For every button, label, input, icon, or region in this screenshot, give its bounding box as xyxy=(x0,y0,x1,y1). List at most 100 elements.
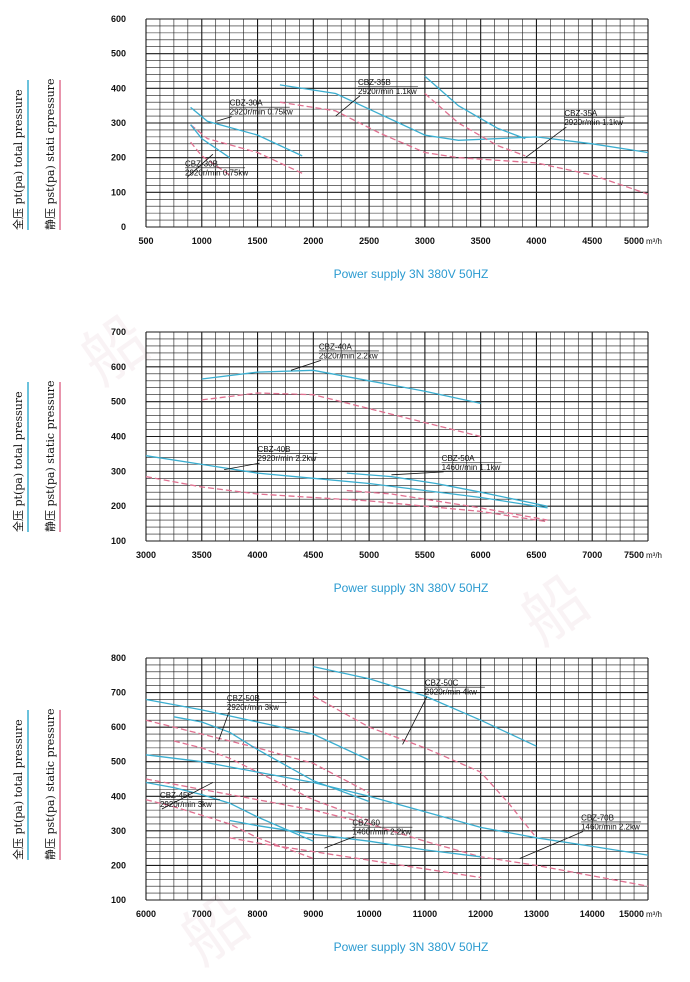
x-tick-label: 14000 xyxy=(580,909,605,919)
label-leader-line xyxy=(402,696,428,745)
model-spec-label: 2920r/min 3kw xyxy=(160,800,212,809)
model-name-label: CBZ-70B xyxy=(581,813,614,822)
y-tick-label: 600 xyxy=(111,362,126,372)
legend-static-pressure: 静压 pst(pa) stati cpressure xyxy=(43,79,57,230)
grid xyxy=(145,18,649,228)
power-supply-caption: Power supply 3N 380V 50HZ xyxy=(334,267,489,281)
y-tick-label: 700 xyxy=(111,688,126,698)
y-tick-label: 400 xyxy=(111,791,126,801)
label-leader-line xyxy=(224,462,260,470)
x-tick-label: 6500 xyxy=(526,550,546,560)
static-pressure-curve xyxy=(145,799,314,860)
model-spec-label: 2920r/min 0.75kw xyxy=(230,108,293,117)
x-tick-label: 3000 xyxy=(415,236,435,246)
legend-total-pressure: 全压 pt(pa) total pressure xyxy=(11,391,25,532)
x-tick-label: 2500 xyxy=(359,236,379,246)
x-tick-label: 3500 xyxy=(192,550,212,560)
model-name-label: CBZ-35A xyxy=(564,109,598,118)
model-spec-label: 2920r/min 3kw xyxy=(227,703,279,712)
model-name-label: CBZ-40A xyxy=(319,342,353,351)
model-name-label: CBZ-45C xyxy=(160,791,194,800)
label-leader-line xyxy=(324,836,355,849)
label-leader-line xyxy=(218,712,230,742)
x-unit-label: m³/h xyxy=(646,237,662,246)
x-tick-label: 1500 xyxy=(248,236,268,246)
x-tick-label: 11000 xyxy=(413,909,438,919)
label-leader-line xyxy=(335,95,361,117)
static-pressure-curve xyxy=(173,740,370,822)
model-spec-label: 2920r/min 0.75kw xyxy=(185,168,248,177)
static-pressure-curve xyxy=(312,695,537,839)
x-tick-label: 4000 xyxy=(248,550,268,560)
total-pressure-curve xyxy=(145,781,314,842)
label-leader-line xyxy=(290,360,322,371)
total-pressure-curve xyxy=(229,819,481,858)
y-tick-label: 400 xyxy=(111,432,126,442)
model-name-label: CBZ-35B xyxy=(358,78,391,87)
y-tick-label: 100 xyxy=(111,536,126,546)
y-tick-label: 100 xyxy=(111,895,126,905)
label-leader-line xyxy=(391,471,444,476)
x-tick-label: 2000 xyxy=(303,236,323,246)
static-pressure-curve xyxy=(424,93,526,157)
static-pressure-curve xyxy=(145,475,548,523)
model-name-label: CBZ-60 xyxy=(352,819,380,828)
total-pressure-curve xyxy=(313,665,537,747)
x-tick-label: 4500 xyxy=(303,550,323,560)
x-tick-label: 8000 xyxy=(248,909,268,919)
legend-total-pressure: 全压 pt(pa) total pressure xyxy=(11,719,25,860)
y-tick-label: 100 xyxy=(111,187,126,197)
model-name-label: CBZ-50C xyxy=(425,679,459,688)
total-pressure-curve xyxy=(145,754,649,856)
legend-static-pressure: 静压 pst(pa) static pressure xyxy=(43,381,57,532)
y-tick-label: 400 xyxy=(111,83,126,93)
y-tick-label: 0 xyxy=(121,222,126,232)
x-tick-label: 7500 xyxy=(624,550,644,560)
model-spec-label: 2920r/min 1.1kw xyxy=(358,87,417,96)
x-unit-label: m³/h xyxy=(646,910,662,919)
model-spec-label: 2920r/min 2.2kw xyxy=(258,454,317,463)
y-tick-label: 800 xyxy=(111,653,126,663)
label-leader-line xyxy=(186,153,214,178)
y-tick-label: 700 xyxy=(111,327,126,337)
x-tick-label: 5000 xyxy=(624,236,644,246)
x-tick-label: 13000 xyxy=(524,909,549,919)
x-tick-label: 12000 xyxy=(468,909,493,919)
y-tick-label: 300 xyxy=(111,826,126,836)
y-tick-label: 300 xyxy=(111,118,126,128)
model-name-label: CBZ-50B xyxy=(227,694,260,703)
x-tick-label: 5500 xyxy=(415,550,435,560)
static-pressure-curve xyxy=(145,778,649,887)
total-pressure-curve xyxy=(279,84,649,154)
static-pressure-curve xyxy=(145,719,370,794)
model-spec-label: 1460r/min 2.2kw xyxy=(352,828,411,837)
label-leader-line xyxy=(161,782,214,810)
model-name-label: CBZ-30B xyxy=(185,159,218,168)
y-tick-label: 500 xyxy=(111,49,126,59)
x-tick-label: 1000 xyxy=(192,236,212,246)
model-name-label: CBZ-50A xyxy=(442,454,476,463)
x-tick-label: 10000 xyxy=(357,909,382,919)
legend-total-pressure: 全压 pt(pa) total pressure xyxy=(11,89,25,230)
y-tick-label: 200 xyxy=(111,860,126,870)
power-supply-caption: Power supply 3N 380V 50HZ xyxy=(334,581,489,595)
power-supply-caption: Power supply 3N 380V 50HZ xyxy=(334,940,489,954)
x-tick-label: 3000 xyxy=(136,550,156,560)
static-pressure-curve xyxy=(279,101,649,195)
total-pressure-curve xyxy=(190,106,303,157)
x-tick-label: 4000 xyxy=(526,236,546,246)
total-pressure-curve xyxy=(201,369,481,405)
y-tick-label: 200 xyxy=(111,153,126,163)
chart-2: 3000 3500 4000 4500 5000 5500 6000 6500 7000 7500… xyxy=(11,327,662,595)
total-pressure-curve xyxy=(424,75,526,140)
model-spec-label: 2920r/min 2.2kw xyxy=(319,351,378,360)
grid xyxy=(145,331,649,542)
x-tick-label: 6000 xyxy=(136,909,156,919)
x-tick-label: 500 xyxy=(138,236,153,246)
model-name-label: CBZ-40B xyxy=(258,445,291,454)
label-leader-line xyxy=(525,126,567,158)
model-name-label: CBZ-30A xyxy=(230,99,264,108)
model-spec-label: 2920r/min 1.1kw xyxy=(564,118,623,127)
chart-3: 6000 7000 8000 9000 10000 11000 12000 13000 1400… xyxy=(11,653,662,954)
